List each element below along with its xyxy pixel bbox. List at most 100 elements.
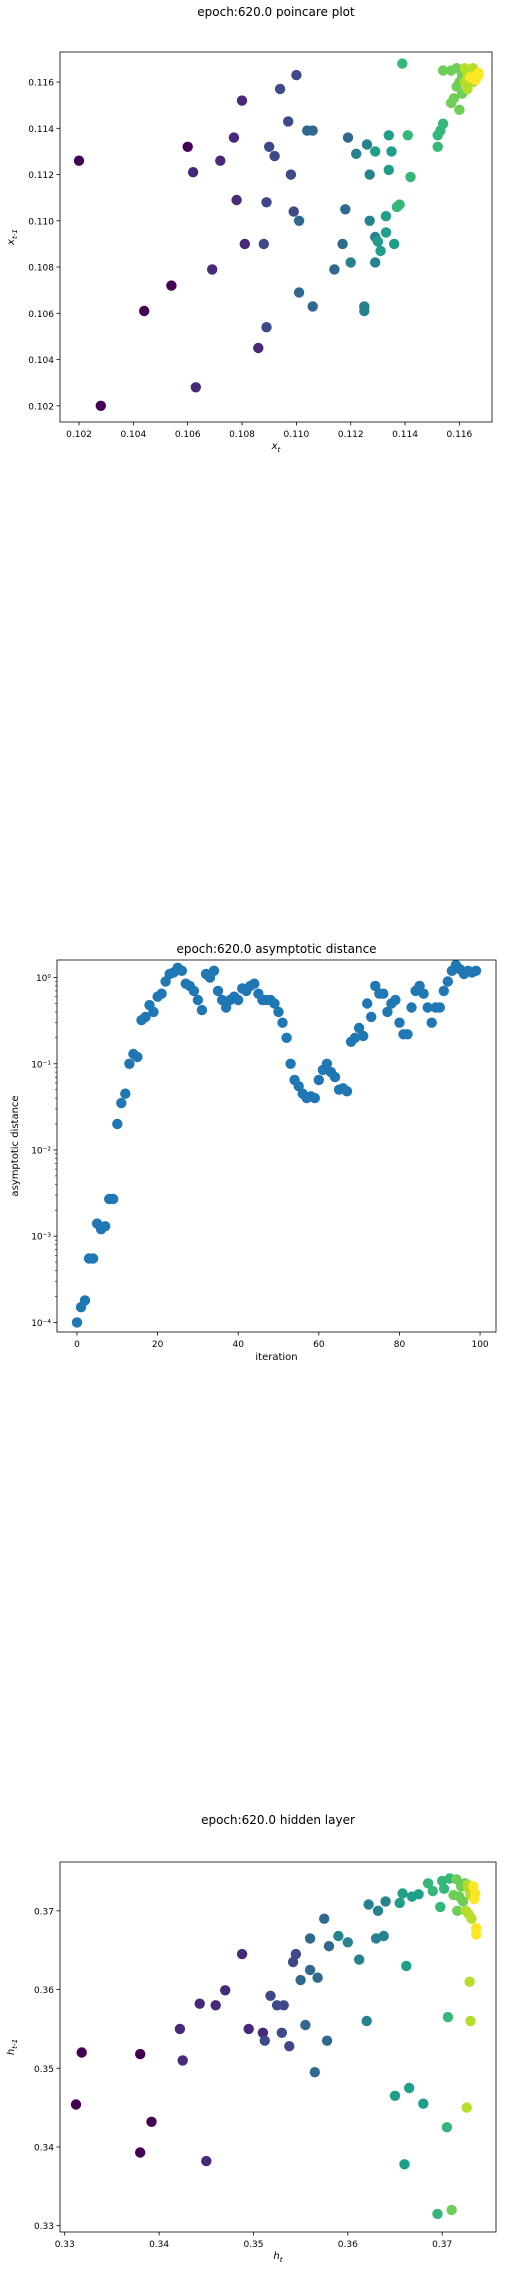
data-point <box>382 1006 393 1018</box>
data-point <box>413 1889 424 1900</box>
data-point <box>220 1985 231 1996</box>
data-point <box>139 305 150 317</box>
data-point <box>375 245 386 257</box>
data-point <box>394 1017 405 1028</box>
data-point <box>399 2159 410 2170</box>
data-point <box>132 1051 143 1063</box>
data-point <box>441 2122 453 2133</box>
data-point <box>473 69 484 81</box>
data-point <box>361 139 373 150</box>
data-point <box>73 155 85 166</box>
y-tick-label: 0.34 <box>34 2143 54 2153</box>
data-point <box>378 1930 389 1942</box>
y-tick-label: 0.110 <box>28 217 54 227</box>
data-point <box>389 2090 401 2101</box>
data-point <box>390 994 401 1006</box>
data-point <box>239 238 250 250</box>
data-point <box>457 1896 469 1907</box>
data-point <box>304 1964 316 1976</box>
data-point <box>345 257 356 268</box>
data-point <box>321 2035 333 2046</box>
data-point <box>362 998 373 1009</box>
data-point <box>432 2208 443 2220</box>
x-tick-label: 0.112 <box>338 430 364 440</box>
data-point <box>201 2155 212 2167</box>
data-point <box>304 1933 316 1944</box>
data-point <box>140 1011 151 1023</box>
data-point <box>434 1002 445 1013</box>
y-tick-label: 10⁰ <box>36 974 51 984</box>
data-point <box>406 1002 417 1013</box>
data-point <box>210 2000 221 2011</box>
data-point <box>464 1976 475 1987</box>
x-tick-label: 60 <box>313 1340 325 1350</box>
data-point <box>307 125 318 136</box>
data-point <box>148 1006 159 1018</box>
data-point <box>394 1897 405 1909</box>
data-point <box>293 287 305 298</box>
data-point <box>470 965 482 976</box>
y-tick-label: 10⁻² <box>31 1146 51 1156</box>
data-point <box>177 2055 188 2066</box>
data-point <box>269 150 280 162</box>
data-point <box>442 2011 454 2023</box>
data-point <box>337 238 348 250</box>
data-point <box>273 1006 284 1018</box>
data-point <box>358 1030 369 1042</box>
data-point <box>426 1017 437 1028</box>
y-tick-label: 0.106 <box>28 310 54 320</box>
data-point <box>372 236 384 247</box>
x-axis-label: iteration <box>255 1352 297 1363</box>
plot-frame <box>59 1861 497 2233</box>
data-point <box>418 2098 429 2109</box>
data-point <box>437 65 449 76</box>
y-axis-label: asymptotic distance <box>10 1095 21 1196</box>
data-point <box>466 1913 477 1924</box>
data-point <box>329 1071 341 1083</box>
data-point <box>284 2041 295 2052</box>
y-axis-label: xt-1 <box>6 229 19 246</box>
data-point <box>448 93 460 104</box>
data-point <box>283 116 294 127</box>
data-point <box>389 238 400 250</box>
data-point <box>353 1022 365 1034</box>
x-axis-label: xt <box>271 441 282 454</box>
data-point <box>402 1029 413 1040</box>
data-point <box>196 1004 208 1016</box>
x-tick-label: 80 <box>394 1340 406 1350</box>
data-point <box>257 2027 269 2039</box>
data-point <box>361 2015 372 2027</box>
data-point <box>435 1901 446 1913</box>
data-point <box>287 1956 299 1968</box>
y-tick-label: 0.37 <box>34 1907 54 1917</box>
data-point <box>253 342 264 354</box>
data-point <box>194 1998 205 2009</box>
data-point <box>100 1221 111 1232</box>
data-point <box>79 1295 91 1306</box>
asymptotic-distance-panel: epoch:620.0 asymptotic distance 0 20 40 60 80… <box>10 942 497 1363</box>
x-tick-label: 0.110 <box>283 430 309 440</box>
data-point <box>187 167 199 178</box>
data-point <box>243 2023 254 2035</box>
data-point <box>378 988 389 999</box>
y-tick-label: 10⁻³ <box>31 1233 51 1243</box>
data-point <box>370 146 381 157</box>
data-point <box>307 301 318 312</box>
data-point <box>269 998 280 1009</box>
data-point <box>146 2116 157 2127</box>
x-tick-label: 0.108 <box>229 430 255 440</box>
data-point <box>319 1913 330 1924</box>
data-point <box>401 1960 412 1972</box>
data-point <box>309 2067 320 2078</box>
data-point <box>386 146 397 157</box>
y-tick-label: 0.33 <box>34 2222 54 2232</box>
data-point <box>231 194 242 206</box>
data-point <box>249 978 260 989</box>
x-tick-label: 0.36 <box>338 2240 358 2250</box>
data-point <box>300 2019 311 2031</box>
data-point <box>259 2035 270 2046</box>
data-point <box>190 382 201 393</box>
data-point <box>397 1888 408 1899</box>
data-point <box>281 1032 292 1044</box>
data-point <box>405 171 416 183</box>
